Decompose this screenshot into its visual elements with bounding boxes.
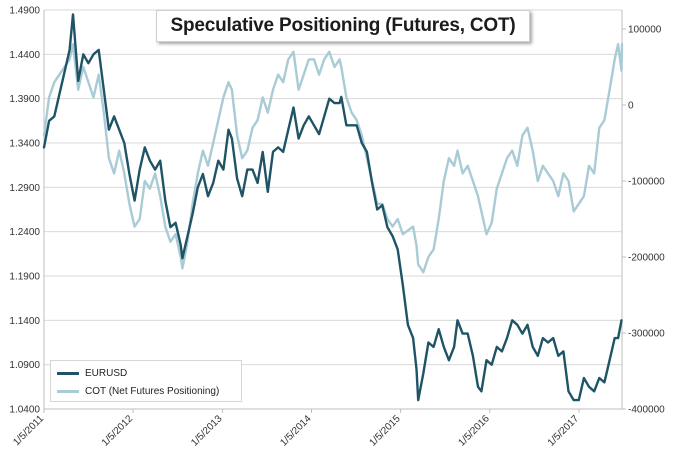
left-axis-tick-label: 1.3900 — [9, 94, 40, 105]
chart-title: Speculative Positioning (Futures, COT) — [170, 15, 516, 36]
right-axis-tick-label: -200000 — [628, 253, 665, 264]
legend-label-cot: COT (Net Futures Positioning) — [85, 385, 220, 397]
right-axis-tick-label: -300000 — [628, 329, 665, 340]
cot-line — [42, 43, 624, 274]
chart-title-box: Speculative Positioning (Futures, COT) — [156, 10, 530, 42]
legend: EURUSD COT (Net Futures Positioning) — [50, 360, 242, 402]
legend-swatch-cot — [57, 389, 79, 393]
legend-swatch-eurusd — [57, 371, 79, 375]
left-axis-tick-label: 1.0900 — [9, 360, 40, 371]
left-axis-tick-label: 1.4400 — [9, 50, 40, 61]
left-axis-tick-label: 1.2400 — [9, 227, 40, 238]
legend-label-eurusd: EURUSD — [85, 367, 128, 379]
right-axis-tick-label: 100000 — [628, 25, 662, 36]
left-axis-tick-label: 1.0400 — [9, 405, 40, 416]
left-axis-tick-label: 1.1900 — [9, 272, 40, 283]
right-axis-tick-label: -100000 — [628, 177, 665, 188]
right-axis-tick-label: 0 — [628, 101, 634, 112]
left-axis-tick-label: 1.1400 — [9, 316, 40, 327]
left-axis-ticks: 1.0400 1.0900 1.1400 1.1900 1.2400 1.2900 1.34… — [9, 6, 40, 416]
series-lines — [42, 13, 624, 402]
right-axis-ticks: 100000 0 -100000 -200000 -300000 -400000 — [622, 25, 665, 416]
left-axis-tick-label: 1.2900 — [9, 183, 40, 194]
left-axis-tick-label: 1.4900 — [9, 6, 40, 17]
left-axis-tick-label: 1.3400 — [9, 139, 40, 150]
legend-item-eurusd: EURUSD — [57, 365, 127, 381]
axes — [43, 10, 623, 410]
eurusd-line — [42, 13, 623, 402]
right-axis-tick-label: -400000 — [628, 405, 665, 416]
legend-item-cot: COT (Net Futures Positioning) — [57, 383, 219, 399]
